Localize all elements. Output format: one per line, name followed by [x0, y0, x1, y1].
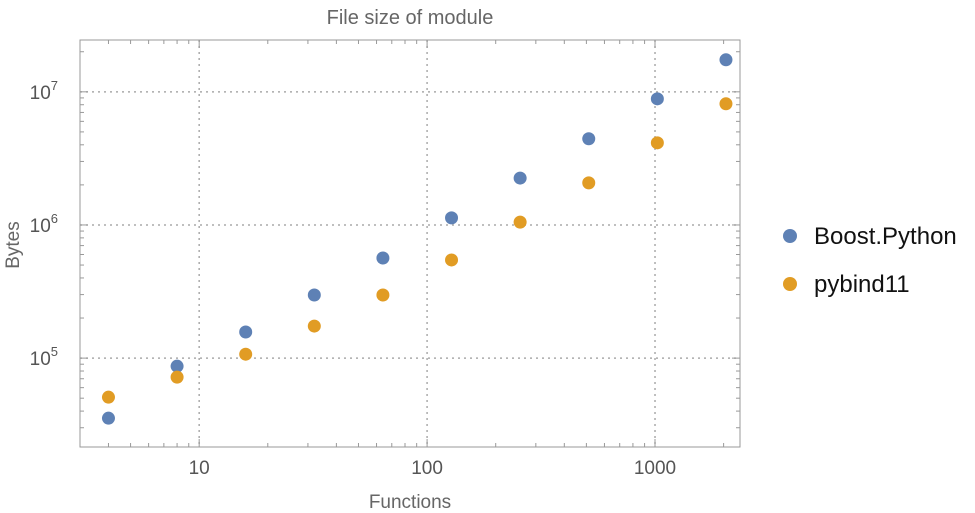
grid [80, 40, 740, 447]
legend-marker [783, 277, 797, 291]
x-tick-label: 10 [189, 458, 210, 479]
data-point-boost-python [376, 251, 390, 265]
data-point-pybind11 [170, 370, 184, 384]
data-point-boost-python [513, 171, 527, 185]
x-tick-labels: 10 100 1000 [189, 458, 677, 479]
data-point-pybind11 [307, 319, 321, 333]
y-tick-exponent: 7 [51, 78, 58, 93]
data-point-boost-python [101, 411, 115, 425]
plot-frame [79, 39, 741, 448]
y-tick-exponent: 6 [51, 211, 58, 226]
data-point-boost-python [650, 92, 664, 106]
data-point-pybind11 [513, 215, 527, 229]
data-point-boost-python [719, 53, 733, 67]
data-point-boost-python [445, 211, 459, 225]
data-point-pybind11 [239, 347, 253, 361]
x-tick-label: 100 [411, 458, 443, 479]
y-tick-exponent: 5 [51, 344, 58, 359]
data-point-boost-python [307, 288, 321, 302]
y-axis-label: Bytes [3, 221, 24, 269]
y-tick-label: 107 [30, 78, 58, 104]
legend-label: Boost.Python [814, 223, 957, 250]
chart-title: File size of module [327, 7, 494, 29]
legend: Boost.Python pybind11 [783, 223, 957, 298]
axis-ticks [79, 40, 740, 447]
data-points [101, 53, 733, 425]
data-point-pybind11 [376, 288, 390, 302]
legend-label: pybind11 [814, 271, 910, 298]
data-point-boost-python [170, 359, 184, 373]
legend-marker [783, 229, 797, 243]
data-point-pybind11 [101, 390, 115, 404]
y-tick-base: 10 [30, 349, 51, 370]
y-tick-base: 10 [30, 83, 51, 104]
data-point-boost-python [239, 325, 253, 339]
x-tick-label: 1000 [634, 458, 676, 479]
data-point-boost-python [582, 132, 596, 146]
y-tick-base: 10 [30, 216, 51, 237]
y-tick-label: 106 [30, 211, 58, 237]
data-point-pybind11 [719, 97, 733, 111]
data-point-pybind11 [582, 176, 596, 190]
y-tick-label: 105 [30, 344, 58, 370]
data-point-pybind11 [650, 136, 664, 150]
data-point-pybind11 [445, 253, 459, 267]
x-axis-label: Functions [369, 492, 451, 513]
